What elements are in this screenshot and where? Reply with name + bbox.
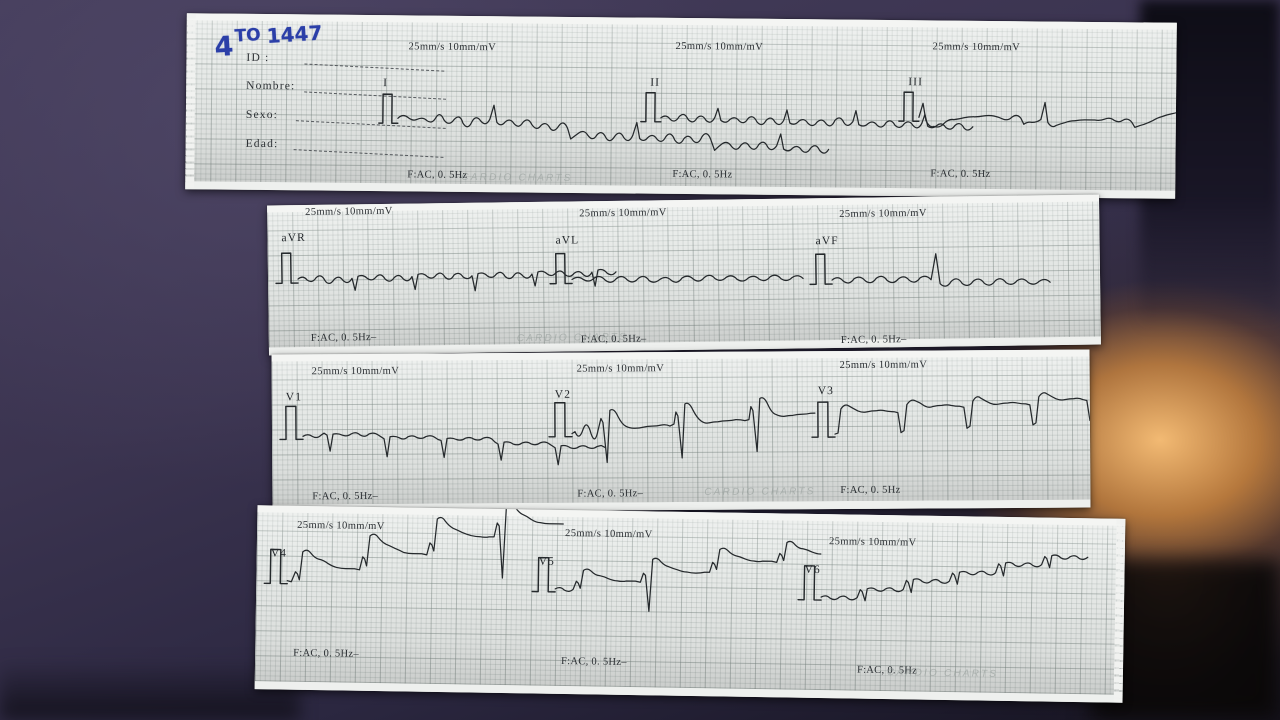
ecg-trace-precordial-v4-v6	[263, 505, 1089, 612]
ecg-strip-limb-leads[interactable]: ID : Nombre: Sexo: Edad: 25mm/s 10mm/mV …	[185, 13, 1177, 199]
handwritten-ordinal: TO	[234, 25, 262, 47]
ecg-strip-augmented-leads[interactable]: 25mm/s 10mm/mV 25mm/s 10mm/mV 25mm/s 10m…	[267, 194, 1101, 356]
shadow-bottom-left	[0, 660, 300, 720]
ecg-strip-precordial-v4-v6[interactable]: 25mm/s 10mm/mV 25mm/s 10mm/mV 25mm/s 10m…	[254, 505, 1126, 703]
handwritten-time: 1447	[265, 20, 324, 48]
ecg-trace-precordial-v1-v3	[279, 392, 1091, 466]
ecg-trace-augmented-leads	[275, 252, 1051, 292]
ecg-strip-precordial-v1-v3[interactable]: 25mm/s 10mm/mV 25mm/s 10mm/mV 25mm/s 10m…	[271, 349, 1091, 513]
handwritten-digit: 4	[213, 31, 235, 64]
ecg-trace-limb-leads	[378, 91, 1177, 154]
